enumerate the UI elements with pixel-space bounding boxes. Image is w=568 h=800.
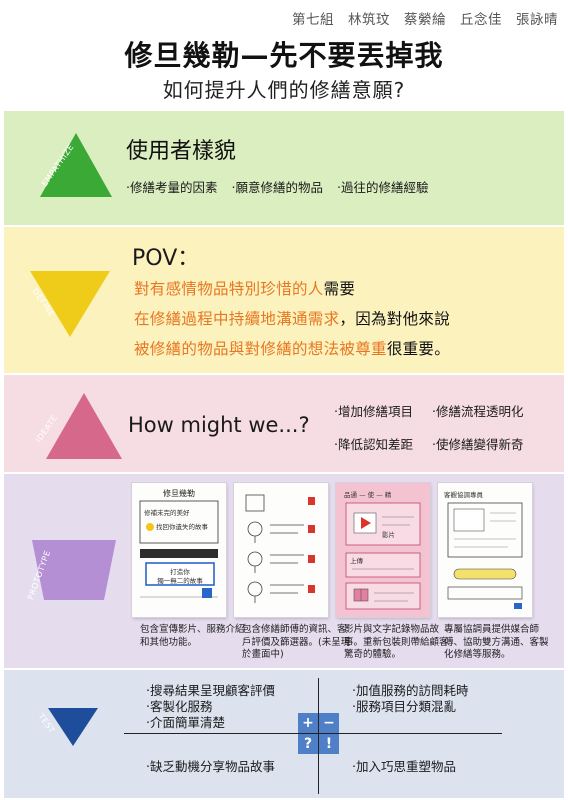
test-plus-item: ‧介面簡單清楚: [146, 715, 225, 730]
ideate-point: ‧修繕流程透明化: [432, 404, 524, 419]
empathize-triangle-icon: [40, 133, 112, 197]
question-quadrant-icon: ?: [298, 734, 318, 754]
page-title: 修旦幾勒—先不要丟掉我: [124, 39, 444, 72]
test-minus-item: ‧服務項目分類混亂: [352, 699, 456, 714]
empathize-section: EMPATHIZE 使用者樣貌 ‧修繕考量的因素 ‧願意修繕的物品 ‧過往的修繕…: [4, 111, 564, 225]
empathize-point: ‧過往的修繕經驗: [336, 180, 429, 195]
sketch-text: 找回你遺失的故事: [156, 523, 208, 531]
empathize-title: 使用者樣貌: [126, 139, 237, 164]
prototype-sketch-coordinator: 客觀協調專員: [438, 483, 532, 617]
empathize-point: ‧願意修繕的物品: [231, 180, 323, 195]
quadrant-horizontal-axis: [124, 733, 502, 734]
test-triangle-icon: [48, 708, 98, 746]
idea-quadrant-icon: !: [319, 734, 339, 754]
define-highlight: 在修繕過程中持續地溝通需求: [134, 310, 340, 328]
test-minus-item: ‧加值服務的訪問耗時: [352, 683, 469, 698]
sketch-text: 上傳: [350, 557, 363, 565]
ideate-point: ‧使修繕變得新奇: [432, 437, 524, 452]
sketch-text: 修補未完的美好: [144, 509, 190, 517]
ideate-point: ‧降低認知差距: [334, 437, 413, 452]
prototype-caption: 包含修繕師傅的資訊、客戶評價及篩選器。(未呈現於畫面中): [242, 624, 351, 660]
sketch-heading: 修旦幾勒: [163, 489, 195, 498]
sketch-drawing: [345, 502, 421, 610]
sketch-drawing: [447, 502, 523, 609]
test-plus-item: ‧客製化服務: [146, 699, 213, 714]
define-triangle-icon: [30, 271, 110, 337]
test-question-item: ‧缺乏動機分享物品故事: [146, 759, 275, 774]
authors: 第七組 林筑玟 蔡縈綸 丘念佳 張詠晴: [292, 12, 558, 28]
ideate-points: ‧增加修繕項目 ‧修繕流程透明化 ‧降低認知差距 ‧使修繕變得新奇: [334, 401, 552, 453]
plus-quadrant-icon: +: [298, 713, 318, 733]
prototype-section: PROTOTYPE 修旦幾勒 修補未完的美好 找回你遺失的故事 打造你 獨一無二…: [4, 474, 564, 668]
sketch-text: 影片: [382, 531, 395, 539]
sketch-drawing: [245, 494, 315, 603]
prototype-sketch-home: 修旦幾勒 修補未完的美好 找回你遺失的故事 打造你 獨一無二的故事: [132, 483, 226, 617]
define-text: 需要: [323, 280, 356, 298]
define-statement-line: 對有感情物品特別珍惜的人需要: [134, 277, 355, 299]
how-might-we: How might we...?: [128, 413, 310, 437]
empathize-points: ‧修繕考量的因素 ‧願意修繕的物品 ‧過往的修繕經驗: [126, 177, 428, 196]
define-statement-line: 在修繕過程中持續地溝通需求，因為對他來說: [134, 307, 450, 329]
test-section: TEST + − ? ! ‧搜尋結果呈現顧客評價 ‧客製化服務 ‧介面簡單清楚 …: [4, 670, 564, 798]
prototype-trapezoid-icon: [32, 540, 116, 600]
sketch-drawing: [139, 500, 219, 598]
prototype-caption: 專屬協調員提供媒合師傅、協助雙方溝通、客製化修繕等服務。: [444, 624, 549, 660]
test-idea-item: ‧加入巧思重塑物品: [352, 759, 456, 774]
pov-heading: POV：: [132, 246, 200, 271]
empathize-point: ‧修繕考量的因素: [126, 180, 218, 195]
sketch-heading: 品通 — 使 — 精: [344, 491, 392, 499]
prototype-caption: 包含宣傳影片、服務介紹和其他功能。: [140, 624, 245, 648]
ideate-triangle-icon: [46, 393, 122, 459]
define-text: 很重要。: [386, 340, 451, 358]
minus-quadrant-icon: −: [319, 713, 339, 733]
ideate-section: IDEATE How might we...? ‧增加修繕項目 ‧修繕流程透明化…: [4, 375, 564, 472]
sketch-text: 打造你: [170, 568, 190, 576]
define-statement-line: 被修繕的物品與對修繕的想法被尊重很重要。: [134, 337, 450, 359]
page-subtitle: 如何提升人們的修繕意願?: [162, 78, 406, 102]
sketch-text: 獨一無二的故事: [157, 577, 203, 585]
define-highlight: 對有感情物品特別珍惜的人: [134, 280, 324, 298]
define-section: DEFINE POV： 對有感情物品特別珍惜的人需要 在修繕過程中持續地溝通需求…: [4, 227, 564, 373]
ideate-point: ‧增加修繕項目: [334, 404, 413, 419]
prototype-sketch-craftsmen: [234, 483, 328, 617]
define-highlight: 被修繕的物品與對修繕的想法被尊重: [134, 340, 387, 358]
test-plus-item: ‧搜尋結果呈現顧客評價: [146, 683, 275, 698]
sketch-heading: 客觀協調專員: [444, 491, 483, 499]
prototype-sketch-story: 品通 — 使 — 精 上傳 影片: [336, 483, 430, 617]
quadrant-vertical-axis: [318, 678, 319, 794]
prototype-caption: 影片與文字記錄物品故事。重新包裝則帶給顧客驚奇的體驗。: [344, 624, 449, 660]
define-text: ，因為對他來說: [339, 310, 451, 328]
